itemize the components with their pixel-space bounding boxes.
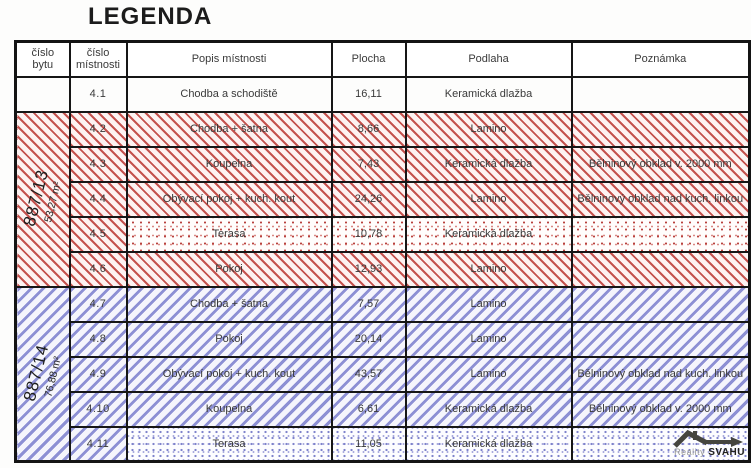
brand-text: Reality SVAHU bbox=[674, 447, 745, 458]
header-plocha: Plocha bbox=[330, 40, 407, 78]
table-row: 4.5 Terasa 10,78 Keramická dlažba bbox=[16, 215, 751, 253]
room-description-cell: Chodba a schodiště bbox=[125, 75, 333, 113]
room-description-cell: Chodba + šatna bbox=[125, 110, 333, 148]
area-cell: 6,61 bbox=[330, 390, 407, 428]
note-cell bbox=[570, 110, 751, 148]
floor-cell: Keramická dlažba bbox=[404, 425, 573, 463]
table-row: 4.11 Terasa 11,05 Keramická dlažba Reality … bbox=[16, 425, 751, 463]
note-cell bbox=[570, 215, 751, 253]
floor-cell: Keramická dlažba bbox=[404, 215, 573, 253]
area-cell: 43,57 bbox=[330, 355, 407, 393]
table-row: 4.10 Koupelna 6,61 Keramická dlažba Bělninov… bbox=[16, 390, 751, 428]
room-number-cell: 4.3 bbox=[68, 145, 128, 183]
room-number-cell: 4.8 bbox=[68, 320, 128, 358]
floor-cell: Lamino bbox=[404, 180, 573, 218]
room-number-cell: 4.11 bbox=[68, 425, 128, 463]
area-cell: 11,05 bbox=[330, 425, 407, 463]
room-number-cell: 4.1 bbox=[68, 75, 128, 113]
roof-arrow-icon bbox=[673, 429, 743, 448]
legend-table: číslo bytu číslo místnosti Popis místnos… bbox=[14, 40, 751, 463]
unit-cell-887/14: 887/14 76,88 m² bbox=[14, 285, 71, 463]
area-cell: 12,93 bbox=[330, 250, 407, 288]
table-row: 887/14 76,88 m² 4.7 Chodba + šatna 7,57 Lamin… bbox=[14, 285, 751, 463]
area-cell: 8,66 bbox=[330, 110, 407, 148]
room-description-cell: Terasa bbox=[125, 215, 333, 253]
room-number-cell: 4.7 bbox=[68, 285, 128, 323]
room-description-cell: Terasa bbox=[125, 425, 333, 463]
unit-label: 887/14 76,88 m² bbox=[18, 328, 68, 420]
room-number-cell: 4.4 bbox=[68, 180, 128, 218]
header-cislo-bytu: číslo bytu bbox=[14, 40, 71, 78]
area-cell: 7,57 bbox=[330, 285, 407, 323]
room-description-cell: Koupelna bbox=[125, 390, 333, 428]
header-podlaha: Podlaha bbox=[404, 40, 573, 78]
area-cell: 10,78 bbox=[330, 215, 407, 253]
floor-cell: Lamino bbox=[404, 250, 573, 288]
room-description-cell: Obývací pokoj + kuch. kout bbox=[125, 180, 333, 218]
table-row: 887/13 53,27 m² 4.2 Chodba + šatna 8,66 Lamin… bbox=[14, 110, 751, 288]
table-row: 4.3 Koupelna 7,43 Keramická dlažba Bělninový… bbox=[16, 145, 751, 183]
room-description-cell: Pokoj bbox=[125, 250, 333, 288]
room-number-cell: 4.6 bbox=[68, 250, 128, 288]
room-number-cell: 4.2 bbox=[68, 110, 128, 148]
note-cell bbox=[570, 250, 751, 288]
unit-cell-empty bbox=[14, 75, 71, 113]
table-row: 4.4 Obývací pokoj + kuch. kout 24,26 Lamino… bbox=[16, 180, 751, 218]
note-cell: Bělninový obklad nad kuch. linkou bbox=[570, 180, 751, 218]
table-row: 4.8 Pokoj 20,14 Lamino bbox=[16, 320, 751, 358]
floor-cell: Lamino bbox=[404, 285, 573, 323]
header-poznamka: Poznámka bbox=[570, 40, 751, 78]
header-cislo-mistnosti: číslo místnosti bbox=[68, 40, 128, 78]
note-cell: Bělninový obklad v. 2000 mm bbox=[570, 390, 751, 428]
floor-cell: Keramická dlažba bbox=[404, 390, 573, 428]
area-cell: 24,26 bbox=[330, 180, 407, 218]
note-cell bbox=[570, 75, 751, 113]
page-title: LEGENDA bbox=[88, 3, 213, 30]
brand-logo: Reality SVAHU bbox=[673, 429, 745, 458]
floor-cell: Lamino bbox=[404, 320, 573, 358]
room-description-cell: Koupelna bbox=[125, 145, 333, 183]
note-cell: Bělninový obklad nad kuch. linkou bbox=[570, 355, 751, 393]
header-row: číslo bytu číslo místnosti Popis místnos… bbox=[14, 40, 751, 78]
table-row: 4.6 Pokoj 12,93 Lamino bbox=[16, 250, 751, 288]
room-number-cell: 4.5 bbox=[68, 215, 128, 253]
floor-cell: Lamino bbox=[404, 355, 573, 393]
floor-cell: Lamino bbox=[404, 110, 573, 148]
floor-cell: Keramická dlažba bbox=[404, 145, 573, 183]
table-row: 4.9 Obývací pokoj + kuch. kout 43,57 Lamino… bbox=[16, 355, 751, 393]
table-row: 4.1 Chodba a schodiště 16,11 Keramická dlaž… bbox=[14, 75, 751, 113]
note-cell: Bělninový obklad v. 2000 mm bbox=[570, 145, 751, 183]
brand-bold-label: SVAHU bbox=[708, 447, 745, 458]
room-number-cell: 4.9 bbox=[68, 355, 128, 393]
area-cell: 16,11 bbox=[330, 75, 407, 113]
legend-table-body: 4.1 Chodba a schodiště 16,11 Keramická dlaž… bbox=[14, 75, 751, 463]
room-description-cell: Pokoj bbox=[125, 320, 333, 358]
floor-cell: Keramická dlažba bbox=[404, 75, 573, 113]
note-cell bbox=[570, 320, 751, 358]
room-description-cell: Chodba + šatna bbox=[125, 285, 333, 323]
room-description-cell: Obývací pokoj + kuch. kout bbox=[125, 355, 333, 393]
area-cell: 7,43 bbox=[330, 145, 407, 183]
note-cell: Reality SVAHU bbox=[570, 425, 751, 463]
area-cell: 20,14 bbox=[330, 320, 407, 358]
unit-label: 887/13 53,27 m² bbox=[18, 153, 68, 245]
brand-gray-label: Reality bbox=[674, 447, 706, 457]
room-number-cell: 4.10 bbox=[68, 390, 128, 428]
unit-cell-887/13: 887/13 53,27 m² bbox=[14, 110, 71, 288]
header-popis-mistnosti: Popis místnosti bbox=[125, 40, 333, 78]
note-cell bbox=[570, 285, 751, 323]
